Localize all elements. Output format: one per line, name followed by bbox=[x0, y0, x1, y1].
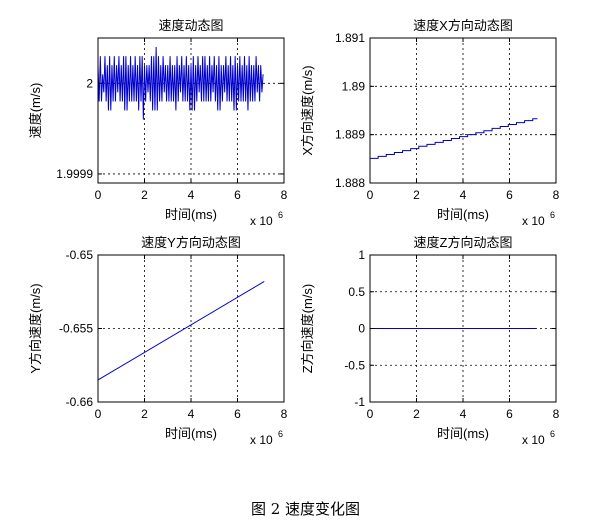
speed-x-xlabel: 时间(ms) bbox=[437, 207, 489, 222]
speed-x-ytick-label-0: 1.888 bbox=[335, 176, 365, 190]
speed-ytick-label-1: 2 bbox=[86, 76, 93, 90]
speed-y-series-line-0 bbox=[97, 281, 265, 381]
speed-x-title: 速度X方向动态图 bbox=[413, 18, 513, 33]
speed-z-x-exponent-power: 6 bbox=[550, 429, 555, 439]
speed-y-ytick-label-0: -0.66 bbox=[66, 395, 94, 409]
speed-xtick-label-0: 0 bbox=[95, 188, 102, 202]
speed-x-ytick-label-1: 1.889 bbox=[335, 128, 365, 142]
speed-x-ytick-label-3: 1.891 bbox=[335, 31, 365, 45]
speed-z-x-exponent: x 10 bbox=[522, 433, 545, 447]
speed-ylabel: 速度(m/s) bbox=[28, 83, 43, 139]
speed-z-xtick-label-1: 2 bbox=[413, 407, 420, 421]
speed-z-ytick-label-2: 0 bbox=[358, 322, 365, 336]
speed-y-xlabel: 时间(ms) bbox=[165, 426, 217, 441]
speed-y-title: 速度Y方向动态图 bbox=[141, 235, 241, 250]
speed-x-xtick-label-2: 4 bbox=[460, 188, 467, 202]
speed-z-ytick-label-3: 0.5 bbox=[348, 285, 365, 299]
speed-z-ylabel: Z方向速度(m/s) bbox=[300, 284, 315, 374]
speed-title: 速度动态图 bbox=[158, 18, 223, 33]
speed-xtick-label-2: 4 bbox=[188, 188, 195, 202]
speed-x-series-line-0 bbox=[370, 118, 538, 159]
speed-x-exponent: x 10 bbox=[250, 214, 273, 228]
speed-z-ytick-label-4: 1 bbox=[358, 248, 365, 262]
speed-y-xtick-label-3: 6 bbox=[234, 407, 241, 421]
speed-z-xtick-label-3: 6 bbox=[506, 407, 513, 421]
speed-x-x-exponent: x 10 bbox=[522, 214, 545, 228]
speed-y-xtick-label-0: 0 bbox=[95, 407, 102, 421]
speed-z-xtick-label-0: 0 bbox=[367, 407, 374, 421]
speed-y-ylabel: Y方向速度(m/s) bbox=[28, 283, 43, 373]
speed-x-xtick-label-3: 6 bbox=[506, 188, 513, 202]
speed-x-ytick-label-2: 1.89 bbox=[342, 79, 366, 93]
speed-z-ytick-label-1: -0.5 bbox=[344, 358, 365, 372]
speed-y-ytick-label-1: -0.655 bbox=[59, 322, 93, 336]
speed-z-xtick-label-4: 8 bbox=[553, 407, 560, 421]
speed-z-xlabel: 时间(ms) bbox=[437, 426, 489, 441]
figure-caption: 图 2 速度变化图 bbox=[250, 500, 361, 518]
speed-xlabel: 时间(ms) bbox=[165, 207, 217, 222]
speed-y-x-exponent-power: 6 bbox=[278, 429, 283, 439]
speed-y-xtick-label-4: 8 bbox=[281, 407, 288, 421]
speed-x-exponent-power: 6 bbox=[278, 210, 283, 220]
speed-y-x-exponent: x 10 bbox=[250, 433, 273, 447]
speed-x-x-exponent-power: 6 bbox=[550, 210, 555, 220]
speed-ytick-label-0: 1.9999 bbox=[56, 167, 93, 181]
speed-x-xtick-label-4: 8 bbox=[553, 188, 560, 202]
speed-xtick-label-1: 2 bbox=[141, 188, 148, 202]
speed-z-title: 速度Z方向动态图 bbox=[414, 235, 513, 250]
speed-y-axes-frame bbox=[97, 254, 285, 403]
speed-x-xtick-label-0: 0 bbox=[367, 188, 374, 202]
speed-xtick-label-3: 6 bbox=[234, 188, 241, 202]
speed-y-ytick-label-2: -0.65 bbox=[66, 248, 94, 262]
speed-y-xtick-label-2: 4 bbox=[188, 407, 195, 421]
speed-x-ylabel: X方向速度(m/s) bbox=[300, 65, 315, 155]
speed-xtick-label-4: 8 bbox=[281, 188, 288, 202]
speed-x-xtick-label-1: 2 bbox=[413, 188, 420, 202]
speed-z-xtick-label-2: 4 bbox=[460, 407, 467, 421]
speed-series-line-0 bbox=[97, 47, 264, 120]
speed-z-ytick-label-0: -1 bbox=[354, 395, 365, 409]
speed-y-xtick-label-1: 2 bbox=[141, 407, 148, 421]
